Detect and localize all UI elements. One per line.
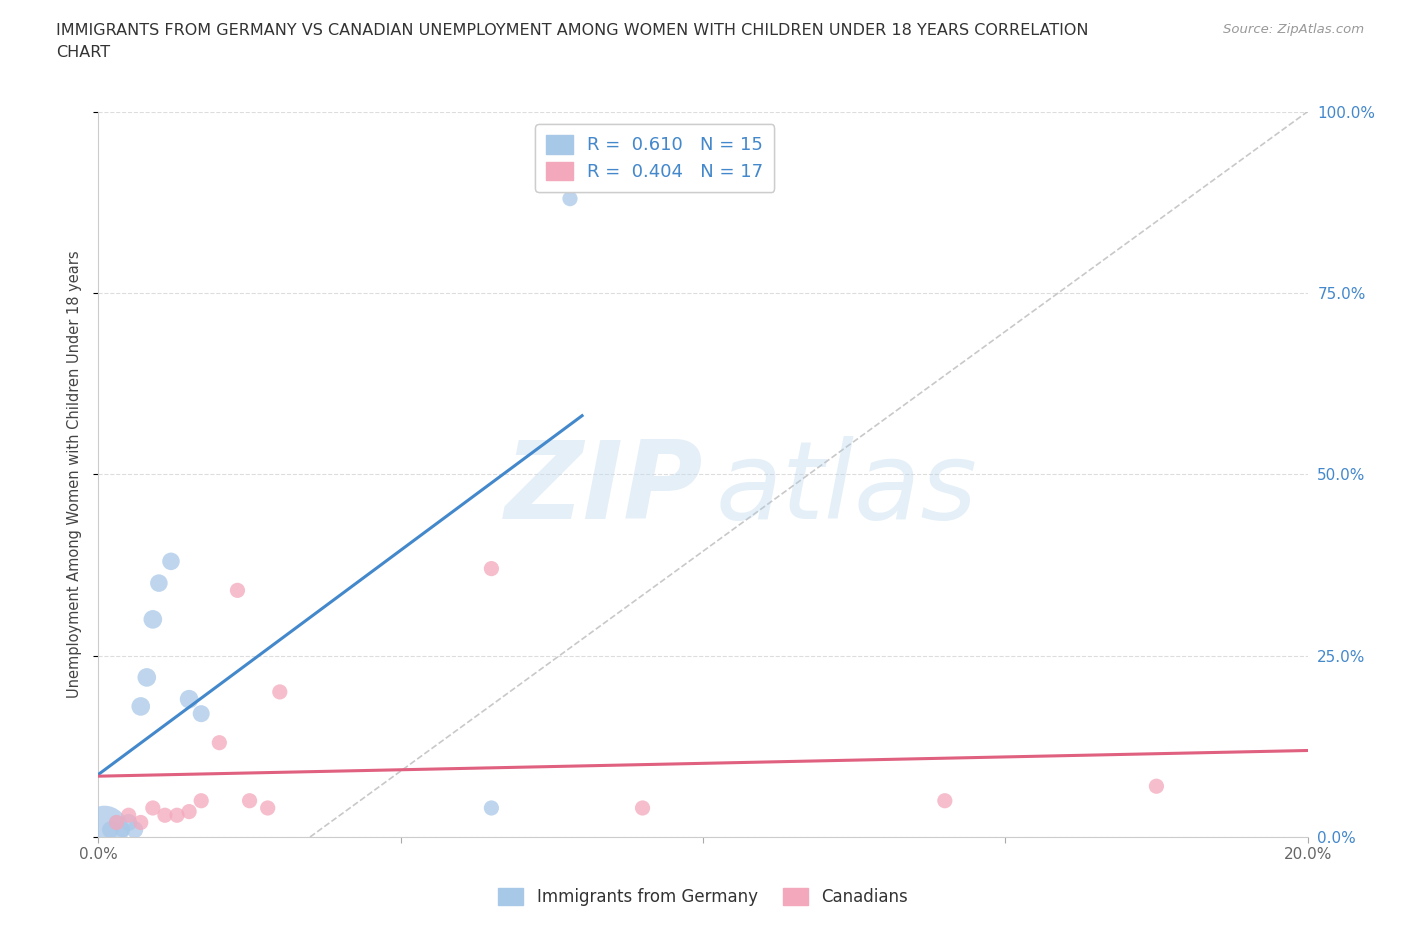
Point [118,808,141,823]
Point [153,808,176,823]
Legend: R =  0.610   N = 15, R =  0.404   N = 17: R = 0.610 N = 15, R = 0.404 N = 17 [534,125,775,192]
Point [256,801,278,816]
Text: ZIP: ZIP [505,436,703,542]
Point [105,815,128,830]
Point [129,815,152,830]
Point [481,801,503,816]
Point [135,670,157,684]
Point [934,793,956,808]
Point [239,793,262,808]
Text: IMMIGRANTS FROM GERMANY VS CANADIAN UNEMPLOYMENT AMONG WOMEN WITH CHILDREN UNDER: IMMIGRANTS FROM GERMANY VS CANADIAN UNEM… [56,23,1088,38]
Point [124,822,146,837]
Point [631,801,654,816]
Point [481,561,503,576]
Point [166,808,188,823]
Text: CHART: CHART [56,45,110,60]
Point [105,815,128,830]
Point [148,576,170,591]
Point [93,822,115,837]
Point [142,612,165,627]
Point [142,801,165,816]
Point [160,554,183,569]
Legend: Immigrants from Germany, Canadians: Immigrants from Germany, Canadians [492,881,914,912]
Point [111,822,134,837]
Text: atlas: atlas [716,436,977,541]
Point [179,692,201,707]
Point [179,804,201,819]
Point [226,583,249,598]
Point [100,822,122,837]
Point [558,192,581,206]
Text: Source: ZipAtlas.com: Source: ZipAtlas.com [1223,23,1364,36]
Point [190,793,212,808]
Point [190,706,212,721]
Point [118,815,141,830]
Point [269,684,291,699]
Point [1144,778,1167,793]
Point [208,736,231,751]
Point [129,699,152,714]
Y-axis label: Unemployment Among Women with Children Under 18 years: Unemployment Among Women with Children U… [67,250,83,698]
